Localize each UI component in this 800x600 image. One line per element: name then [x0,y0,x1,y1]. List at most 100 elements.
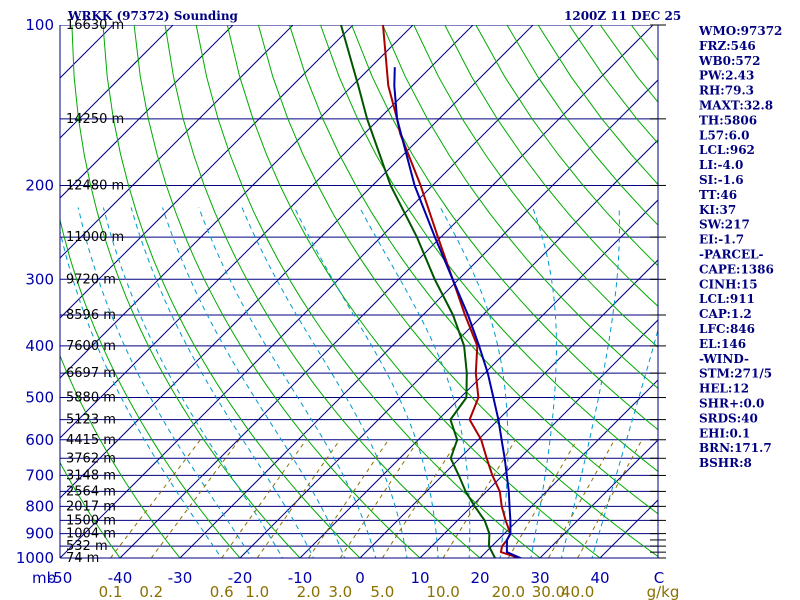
index-value-label: PW:2.43 [699,69,754,83]
mixing-ratio-tick-label: g/kg [647,583,680,600]
index-value-label: SHR+:0.0 [699,397,764,411]
isotherm-line [179,79,658,558]
isotherm-line [299,199,658,558]
height-labels: 16630 m 14250 m 12480 m 11000 m 9720 m 8596 m… [66,18,124,566]
mixing-ratio-axis-labels: 0.1 0.2 0.6 1.0 2.0 3.0 5.0 10.0 20.0 30.040.0 g/k… [99,583,680,600]
height-label: 2017 m [66,499,116,514]
isotherm-line [419,319,658,558]
dry-adiabat-line [60,354,181,558]
index-value-label: LI:-4.0 [699,158,743,172]
index-value-label: RH:79.3 [699,84,754,98]
dry-adiabat-line [351,25,658,431]
index-value-label: TH:5806 [699,113,757,127]
index-value-label: MAXT:32.8 [699,99,773,113]
height-label: 4415 m [66,433,116,448]
pressure-unit-label: mb [32,569,56,587]
mixing-ratio-tick-label: 10.0 [426,583,459,600]
index-value-label: CINH:15 [699,277,758,291]
height-label: 7600 m [66,339,116,354]
pressure-tick-label: 900 [25,525,54,543]
isotherm-line [60,25,234,199]
index-value-label: FRZ:546 [699,39,756,53]
height-label: 5123 m [66,413,116,428]
moist-adiabat-line [162,207,346,558]
isotherm-line [239,139,658,558]
isotherm-line [60,25,534,499]
index-value-label: TT:46 [699,188,737,202]
pressure-tick-label: 200 [25,176,54,194]
pressure-tick-label: 100 [25,16,54,34]
height-label: 1004 m [66,527,116,542]
moist-adiabat-line [241,207,408,558]
temperature-tick-label: -10 [288,569,313,587]
moist-adiabat-line [77,207,253,558]
background-grid [60,25,658,558]
dewpoint-profile-line [340,25,496,558]
dry-adiabat-line [60,461,121,558]
isotherm-line [359,259,658,558]
height-label: 14250 m [66,112,124,127]
mixing-ratio-line [110,439,201,558]
pressure-tick-label: 700 [25,466,54,484]
dry-adiabat-line [320,25,658,473]
dry-adiabat-line [257,25,658,558]
mixing-ratio-tick-label: 30.0 [532,583,565,600]
moist-adiabat-line [198,207,377,558]
moist-adiabat-line [530,207,557,558]
dry-adiabat-line [133,25,421,558]
isotherm-line [60,25,294,259]
dry-adiabat-line [475,25,658,267]
moist-adiabat-line [102,207,284,558]
index-value-label: CAP:1.2 [699,307,752,321]
mixing-ratio-line [381,439,459,558]
mixing-ratio-tick-label: 5.0 [370,583,394,600]
pressure-tick-label: 300 [25,270,54,288]
mixing-ratio-tick-label: 1.0 [245,583,269,600]
temperature-tick-label: -20 [228,569,253,587]
index-value-label: -WIND- [699,352,749,366]
height-label: 8596 m [66,308,116,323]
dry-adiabat-line [289,25,658,515]
dry-adiabat-line [382,25,658,389]
temperature-tick-label: C [654,569,664,587]
index-value-label: L57:6.0 [699,128,749,142]
mixing-ratio-line [442,439,517,558]
isotherm-line [60,25,474,439]
index-value-label: SW:217 [699,218,750,232]
isotherm-line [539,439,658,558]
pressure-tick-label: 1000 [16,549,54,567]
temperature-tick-label: 20 [470,569,489,587]
height-label: 5880 m [66,391,116,406]
temperature-tick-label: 10 [410,569,429,587]
mixing-ratio-line [577,439,643,558]
chart-title: WRKK (97372) Sounding [67,9,239,23]
height-label: 11000 m [66,230,124,245]
height-label: 2564 m [66,484,116,499]
index-value-label: CAPE:1386 [699,262,774,276]
isotherm-line [60,25,174,139]
pressure-tick-label: 800 [25,497,54,515]
temperature-axis-labels: mb-50 -40 -30 -20 -10 0 10 20 30 40 C [32,569,664,587]
index-value-label: EI:-1.7 [699,233,744,247]
index-value-label: WB0:572 [698,54,760,68]
mixing-ratio-tick-label: 3.0 [328,583,352,600]
mixing-ratio-tick-label: 2.0 [297,583,321,600]
index-value-label: LFC:846 [699,322,755,336]
moist-adiabat-line [130,207,315,558]
height-label: 16630 m [66,18,124,33]
pressure-axis-labels: 100 200 300 400 500 600 700 800 900 1000 [16,16,54,567]
moist-adiabat-line [560,207,621,558]
index-value-label: -PARCEL- [699,248,764,262]
index-value-label: HEL:12 [699,382,749,396]
mixing-ratio-line [150,439,240,558]
height-label: 3762 m [66,451,116,466]
index-value-label: BRN:171.7 [699,441,772,455]
dry-adiabat-line [164,25,481,558]
temperature-tick-label: -50 [48,569,73,587]
dry-adiabat-line [444,25,658,308]
moist-adiabat-line [60,229,222,558]
height-label: 12480 m [66,178,124,193]
dry-adiabat-line [60,217,241,558]
pressure-tick-label: 500 [25,389,54,407]
